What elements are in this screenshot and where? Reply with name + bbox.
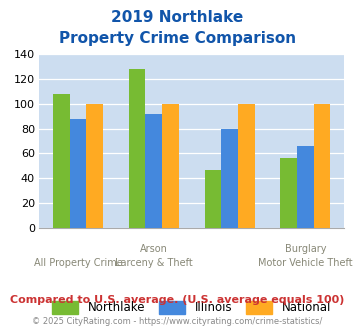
Text: Arson: Arson	[140, 245, 168, 254]
Bar	[129, 69, 146, 228]
Legend: Northlake, Illinois, National: Northlake, Illinois, National	[48, 296, 336, 319]
Bar	[146, 114, 162, 228]
Bar	[280, 158, 297, 228]
Text: © 2025 CityRating.com - https://www.cityrating.com/crime-statistics/: © 2025 CityRating.com - https://www.city…	[32, 317, 323, 326]
Bar	[314, 104, 331, 228]
Text: Property Crime Comparison: Property Crime Comparison	[59, 31, 296, 46]
Bar	[162, 104, 179, 228]
Text: Larceny & Theft: Larceny & Theft	[115, 258, 193, 268]
Bar	[53, 94, 70, 228]
Bar	[204, 170, 221, 228]
Bar	[297, 146, 314, 228]
Text: 2019 Northlake: 2019 Northlake	[111, 10, 244, 25]
Bar	[70, 119, 86, 228]
Text: Compared to U.S. average. (U.S. average equals 100): Compared to U.S. average. (U.S. average …	[10, 295, 345, 305]
Bar	[86, 104, 103, 228]
Text: Motor Vehicle Theft: Motor Vehicle Theft	[258, 258, 353, 268]
Text: Burglary: Burglary	[285, 245, 326, 254]
Bar	[238, 104, 255, 228]
Text: All Property Crime: All Property Crime	[34, 258, 122, 268]
Bar	[221, 129, 238, 228]
